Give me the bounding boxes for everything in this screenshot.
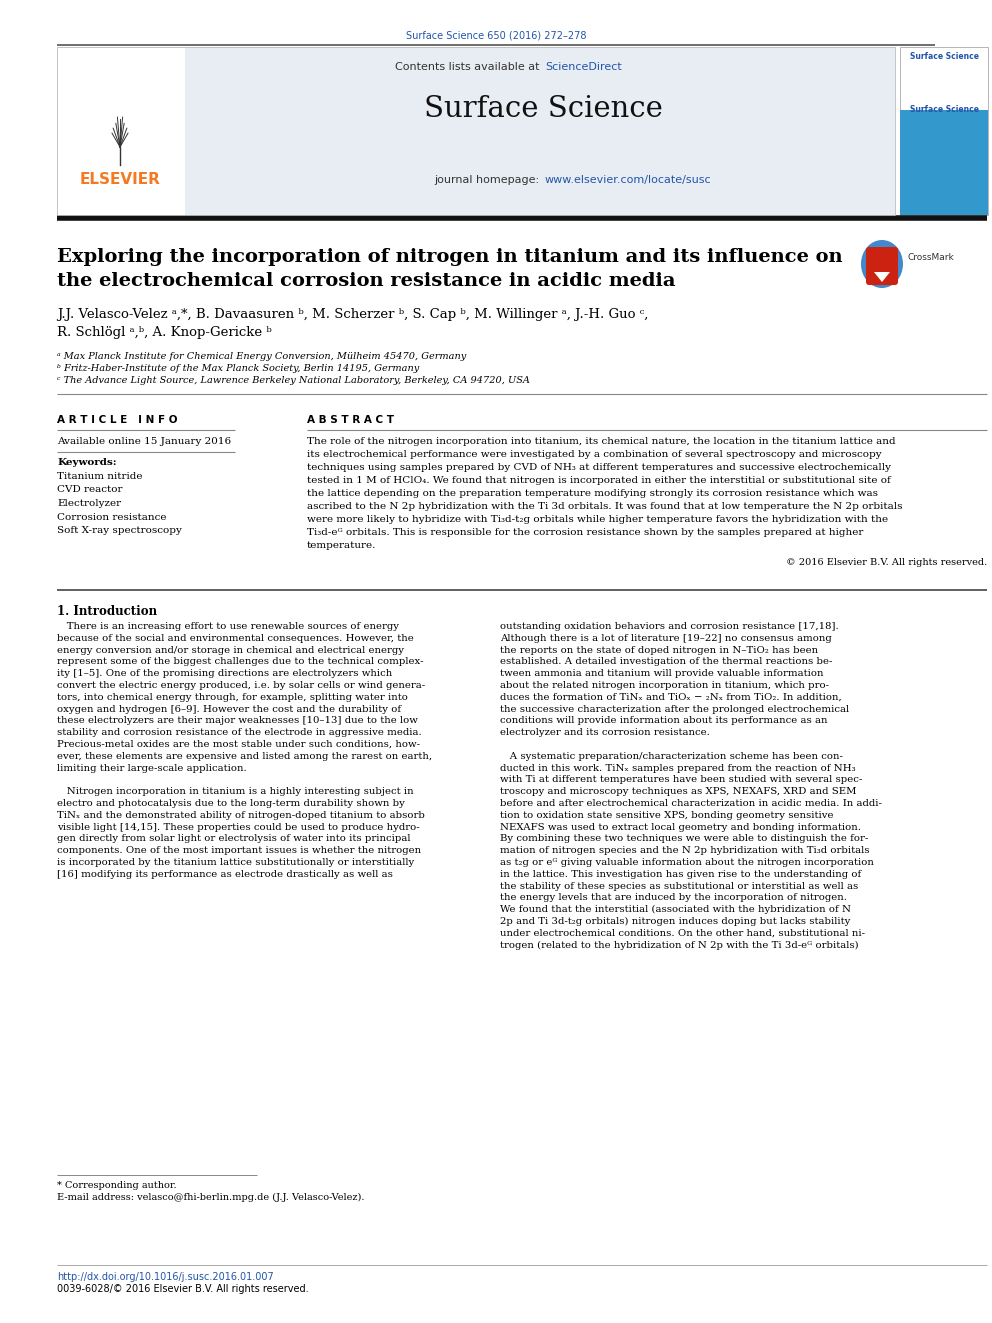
Text: We found that the interstitial (associated with the hybridization of N: We found that the interstitial (associat… [500,905,851,914]
Text: ᵃ Max Planck Institute for Chemical Energy Conversion, Mülheim 45470, Germany: ᵃ Max Planck Institute for Chemical Ener… [57,352,466,361]
Text: trogen (related to the hybridization of N 2p with the Ti 3d-eᴳ orbitals): trogen (related to the hybridization of … [500,941,859,950]
Text: Surface Science: Surface Science [424,95,663,123]
Text: Precious-metal oxides are the most stable under such conditions, how-: Precious-metal oxides are the most stabl… [57,740,420,749]
Text: Although there is a lot of literature [19–22] no consensus among: Although there is a lot of literature [1… [500,634,831,643]
FancyBboxPatch shape [866,247,898,284]
Text: By combining these two techniques we were able to distinguish the for-: By combining these two techniques we wer… [500,835,868,843]
Text: temperature.: temperature. [307,541,376,550]
Text: the lattice depending on the preparation temperature modifying strongly its corr: the lattice depending on the preparation… [307,490,878,497]
Text: The role of the nitrogen incorporation into titanium, its chemical nature, the l: The role of the nitrogen incorporation i… [307,437,896,446]
Text: with Ti at different temperatures have been studied with several spec-: with Ti at different temperatures have b… [500,775,862,785]
Text: gen directly from solar light or electrolysis of water into its principal: gen directly from solar light or electro… [57,835,411,843]
Text: represent some of the biggest challenges due to the technical complex-: represent some of the biggest challenges… [57,658,424,667]
Text: the reports on the state of doped nitrogen in N–TiO₂ has been: the reports on the state of doped nitrog… [500,646,818,655]
Text: electro and photocatalysis due to the long-term durability shown by: electro and photocatalysis due to the lo… [57,799,405,808]
Text: 1. Introduction: 1. Introduction [57,605,157,618]
Text: limiting their large-scale application.: limiting their large-scale application. [57,763,247,773]
Text: energy conversion and/or storage in chemical and electrical energy: energy conversion and/or storage in chem… [57,646,404,655]
Text: its electrochemical performance were investigated by a combination of several sp: its electrochemical performance were inv… [307,450,882,459]
Text: Keywords:: Keywords: [57,458,117,467]
Text: ᵇ Fritz-Haber-Institute of the Max Planck Society, Berlin 14195, Germany: ᵇ Fritz-Haber-Institute of the Max Planc… [57,364,420,373]
Text: were more likely to hybridize with Ti₃d-t₂g orbitals while higher temperature fa: were more likely to hybridize with Ti₃d-… [307,515,888,524]
Text: as t₂g or eᴳ giving valuable information about the nitrogen incorporation: as t₂g or eᴳ giving valuable information… [500,859,874,867]
Text: oxygen and hydrogen [6–9]. However the cost and the durability of: oxygen and hydrogen [6–9]. However the c… [57,705,401,713]
Text: established. A detailed investigation of the thermal reactions be-: established. A detailed investigation of… [500,658,832,667]
Text: ducted in this work. TiNₓ samples prepared from the reaction of NH₃: ducted in this work. TiNₓ samples prepar… [500,763,856,773]
Text: ELSEVIER: ELSEVIER [79,172,161,187]
Bar [185,48,895,216]
Text: © 2016 Elsevier B.V. All rights reserved.: © 2016 Elsevier B.V. All rights reserved… [786,558,987,568]
Text: is incorporated by the titanium lattice substitutionally or interstitially: is incorporated by the titanium lattice … [57,859,415,867]
Text: troscopy and microscopy techniques as XPS, NEXAFS, XRD and SEM: troscopy and microscopy techniques as XP… [500,787,856,796]
Text: A R T I C L E   I N F O: A R T I C L E I N F O [57,415,178,425]
Text: Ti₃d-eᴳ orbitals. This is responsible for the corrosion resistance shown by the : Ti₃d-eᴳ orbitals. This is responsible fo… [307,528,863,537]
Text: visible light [14,15]. These properties could be used to produce hydro-: visible light [14,15]. These properties … [57,823,420,832]
Text: Electrolyzer: Electrolyzer [57,499,121,508]
Text: tween ammonia and titanium will provide valuable information: tween ammonia and titanium will provide … [500,669,823,679]
Text: duces the formation of TiNₓ and TiOₓ − ₂Nₓ from TiO₂. In addition,: duces the formation of TiNₓ and TiOₓ − ₂… [500,693,842,701]
Text: tested in 1 M of HClO₄. We found that nitrogen is incorporated in either the int: tested in 1 M of HClO₄. We found that ni… [307,476,891,486]
Text: A systematic preparation/characterization scheme has been con-: A systematic preparation/characterizatio… [500,751,843,761]
Text: http://dx.doi.org/10.1016/j.susc.2016.01.007: http://dx.doi.org/10.1016/j.susc.2016.01… [57,1271,274,1282]
Bar [900,48,988,216]
Text: Corrosion resistance: Corrosion resistance [57,512,167,521]
Text: CVD reactor: CVD reactor [57,486,122,495]
Text: www.elsevier.com/locate/susc: www.elsevier.com/locate/susc [545,175,711,185]
Text: about the related nitrogen incorporation in titanium, which pro-: about the related nitrogen incorporation… [500,681,829,691]
Text: before and after electrochemical characterization in acidic media. In addi-: before and after electrochemical charact… [500,799,882,808]
Text: techniques using samples prepared by CVD of NH₃ at different temperatures and su: techniques using samples prepared by CVD… [307,463,891,472]
Text: Surface Science 650 (2016) 272–278: Surface Science 650 (2016) 272–278 [406,30,586,40]
Text: NEXAFS was used to extract local geometry and bonding information.: NEXAFS was used to extract local geometr… [500,823,861,832]
Text: the electrochemical corrosion resistance in acidic media: the electrochemical corrosion resistance… [57,273,676,290]
Text: these electrolyzers are their major weaknesses [10–13] due to the low: these electrolyzers are their major weak… [57,716,418,725]
Bar [900,110,988,216]
Text: ever, these elements are expensive and listed among the rarest on earth,: ever, these elements are expensive and l… [57,751,433,761]
Text: the successive characterization after the prolonged electrochemical: the successive characterization after th… [500,705,849,713]
Text: J.J. Velasco-Velez ᵃ,*, B. Davaasuren ᵇ, M. Scherzer ᵇ, S. Cap ᵇ, M. Willinger ᵃ: J.J. Velasco-Velez ᵃ,*, B. Davaasuren ᵇ,… [57,308,649,321]
Text: ᶜ The Advance Light Source, Lawrence Berkeley National Laboratory, Berkeley, CA : ᶜ The Advance Light Source, Lawrence Ber… [57,376,530,385]
Text: tion to oxidation state sensitive XPS, bonding geometry sensitive: tion to oxidation state sensitive XPS, b… [500,811,833,820]
Text: ity [1–5]. One of the promising directions are electrolyzers which: ity [1–5]. One of the promising directio… [57,669,392,679]
Text: Surface Science: Surface Science [910,105,978,114]
Text: the energy levels that are induced by the incorporation of nitrogen.: the energy levels that are induced by th… [500,893,847,902]
Text: 2p and Ti 3d-t₂g orbitals) nitrogen induces doping but lacks stability: 2p and Ti 3d-t₂g orbitals) nitrogen indu… [500,917,850,926]
Text: TiNₓ and the demonstrated ability of nitrogen-doped titanium to absorb: TiNₓ and the demonstrated ability of nit… [57,811,425,820]
Text: the stability of these species as substitutional or interstitial as well as: the stability of these species as substi… [500,881,858,890]
Text: Nitrogen incorporation in titanium is a highly interesting subject in: Nitrogen incorporation in titanium is a … [57,787,414,796]
Text: conditions will provide information about its performance as an: conditions will provide information abou… [500,716,827,725]
Text: convert the electric energy produced, i.e. by solar cells or wind genera-: convert the electric energy produced, i.… [57,681,426,691]
Text: Contents lists available at: Contents lists available at [395,62,543,71]
Text: in the lattice. This investigation has given rise to the understanding of: in the lattice. This investigation has g… [500,869,861,878]
Text: journal homepage:: journal homepage: [434,175,543,185]
Polygon shape [874,273,890,282]
Text: E-mail address: velasco@fhi-berlin.mpg.de (J.J. Velasco-Velez).: E-mail address: velasco@fhi-berlin.mpg.d… [57,1193,364,1203]
Text: ascribed to the N 2p hybridization with the Ti 3d orbitals. It was found that at: ascribed to the N 2p hybridization with … [307,501,903,511]
Text: 0039-6028/© 2016 Elsevier B.V. All rights reserved.: 0039-6028/© 2016 Elsevier B.V. All right… [57,1285,309,1294]
Text: Titanium nitride: Titanium nitride [57,472,143,482]
Bar [57,48,895,216]
Text: mation of nitrogen species and the N 2p hybridization with Ti₃d orbitals: mation of nitrogen species and the N 2p … [500,847,870,855]
Text: R. Schlögl ᵃ,ᵇ, A. Knop-Gericke ᵇ: R. Schlögl ᵃ,ᵇ, A. Knop-Gericke ᵇ [57,325,272,339]
Text: Surface Science: Surface Science [910,52,978,61]
Text: under electrochemical conditions. On the other hand, substitutional ni-: under electrochemical conditions. On the… [500,929,865,938]
Ellipse shape [861,239,903,288]
Text: electrolyzer and its corrosion resistance.: electrolyzer and its corrosion resistanc… [500,728,710,737]
Text: Available online 15 January 2016: Available online 15 January 2016 [57,437,231,446]
Text: because of the social and environmental consequences. However, the: because of the social and environmental … [57,634,414,643]
Text: stability and corrosion resistance of the electrode in aggressive media.: stability and corrosion resistance of th… [57,728,422,737]
Text: [16] modifying its performance as electrode drastically as well as: [16] modifying its performance as electr… [57,869,393,878]
Text: * Corresponding author.: * Corresponding author. [57,1181,177,1189]
Text: outstanding oxidation behaviors and corrosion resistance [17,18].: outstanding oxidation behaviors and corr… [500,622,839,631]
Bar [57,48,185,216]
Text: CrossMark: CrossMark [908,254,954,262]
Text: There is an increasing effort to use renewable sources of energy: There is an increasing effort to use ren… [57,622,399,631]
Text: A B S T R A C T: A B S T R A C T [307,415,394,425]
Text: ScienceDirect: ScienceDirect [545,62,622,71]
Text: components. One of the most important issues is whether the nitrogen: components. One of the most important is… [57,847,422,855]
Text: Soft X-ray spectroscopy: Soft X-ray spectroscopy [57,527,182,534]
Text: tors, into chemical energy through, for example, splitting water into: tors, into chemical energy through, for … [57,693,408,701]
Text: Exploring the incorporation of nitrogen in titanium and its influence on: Exploring the incorporation of nitrogen … [57,247,842,266]
